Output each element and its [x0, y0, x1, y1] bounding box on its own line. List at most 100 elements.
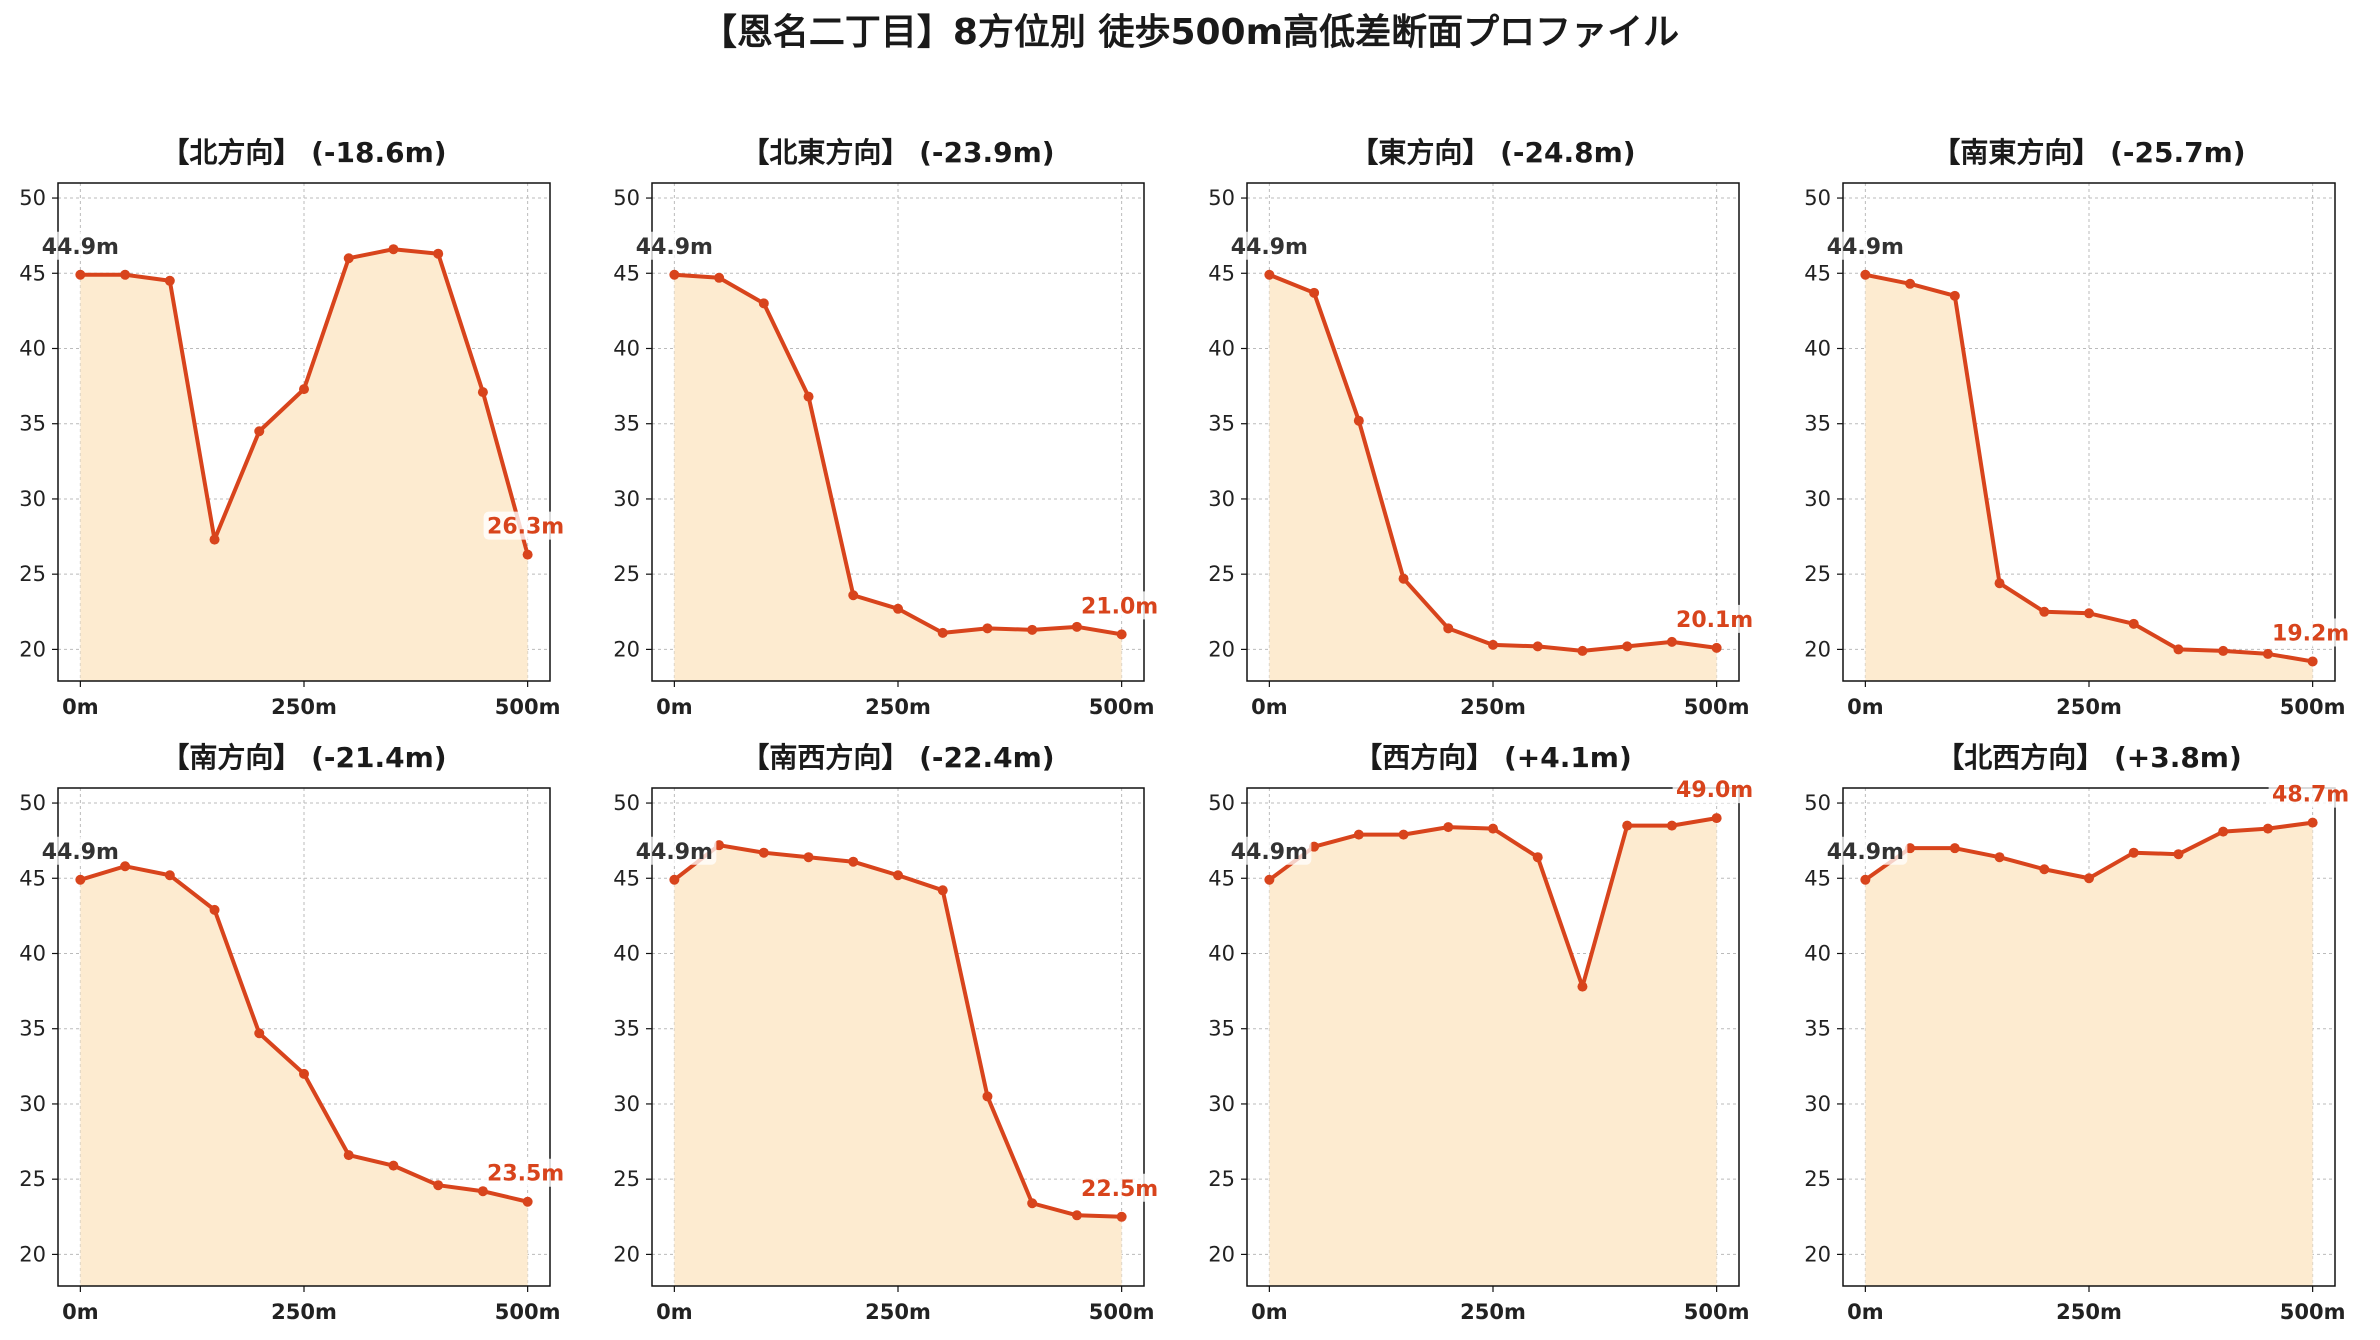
- y-tick-label: 50: [613, 186, 640, 210]
- x-tick-label: 250m: [1460, 1300, 1526, 1324]
- data-point: [1666, 636, 1677, 647]
- start-label-box: [38, 231, 123, 260]
- y-tick-label: 25: [613, 1167, 640, 1191]
- data-point: [477, 1186, 488, 1197]
- chart-panel: 【北西方向】 (+3.8m) 20 25 30 35 40 45 50 0m 250m 500m 44…: [1804, 741, 2353, 1324]
- data-point: [848, 590, 859, 601]
- chart-panel: 【東方向】 (-24.8m) 20 25 30 35 40 45 50 0m 250m 500m 44…: [1208, 136, 1757, 719]
- end-label-box: [1077, 591, 1162, 620]
- y-tick-label: 30: [1208, 487, 1235, 511]
- data-point: [209, 904, 220, 915]
- panel-title: 【南西方向】 (-22.4m): [741, 741, 1055, 774]
- start-label-box: [1823, 231, 1908, 260]
- y-tick-label: 50: [1804, 186, 1831, 210]
- x-tick-label: 0m: [1251, 1300, 1288, 1324]
- y-tick-label: 50: [19, 186, 46, 210]
- data-point: [120, 269, 131, 280]
- panel-title: 【北西方向】 (+3.8m): [1936, 741, 2242, 774]
- panel-title: 【北東方向】 (-23.9m): [741, 136, 1055, 169]
- data-point: [893, 870, 903, 881]
- data-point: [1532, 641, 1543, 652]
- data-point: [343, 253, 354, 264]
- x-tick-label: 500m: [495, 695, 561, 719]
- x-tick-label: 0m: [656, 1300, 693, 1324]
- panel-title: 【北方向】 (-18.6m): [161, 136, 447, 169]
- data-point: [120, 861, 131, 872]
- data-point: [1488, 639, 1498, 650]
- data-point: [669, 874, 680, 885]
- data-point: [2173, 644, 2184, 655]
- profile-fill: [1269, 818, 1717, 1286]
- data-point: [75, 874, 86, 885]
- y-tick-label: 20: [19, 637, 46, 661]
- x-tick-label: 250m: [865, 695, 931, 719]
- data-point: [1949, 843, 1960, 854]
- x-tick-label: 500m: [1684, 695, 1750, 719]
- y-tick-label: 35: [1804, 1017, 1831, 1041]
- figure-title: 【恩名二丁目】8方位別 徒歩500m高低差断面プロファイル: [700, 12, 1680, 53]
- start-elevation-label: 44.9m: [1231, 235, 1308, 260]
- data-point: [714, 840, 725, 851]
- data-point: [2039, 606, 2050, 617]
- start-elevation-label: 44.9m: [42, 840, 119, 865]
- data-point: [937, 627, 948, 638]
- y-tick-label: 20: [1804, 1242, 1831, 1266]
- data-point: [803, 391, 814, 402]
- x-tick-label: 0m: [656, 695, 693, 719]
- chart-panel: 【南方向】 (-21.4m) 20 25 30 35 40 45 50 0m 250m 500m 44…: [19, 741, 568, 1324]
- y-tick-label: 40: [19, 336, 46, 360]
- data-point: [1443, 623, 1454, 634]
- data-point: [343, 1150, 354, 1161]
- y-tick-label: 45: [613, 261, 640, 285]
- x-tick-label: 500m: [2280, 1300, 2346, 1324]
- y-tick-label: 35: [613, 1017, 640, 1041]
- start-label-box: [1227, 231, 1312, 260]
- y-tick-label: 25: [1208, 562, 1235, 586]
- data-point: [1711, 642, 1722, 653]
- x-tick-label: 0m: [1251, 695, 1288, 719]
- x-tick-label: 250m: [271, 1300, 337, 1324]
- y-tick-label: 20: [1208, 1242, 1235, 1266]
- profile-fill: [1865, 822, 2313, 1286]
- end-elevation-label: 21.0m: [1081, 594, 1158, 619]
- data-point: [2084, 608, 2094, 619]
- data-point: [299, 384, 309, 395]
- data-point: [758, 298, 769, 309]
- data-point: [1711, 813, 1722, 824]
- data-point: [1116, 1211, 1127, 1222]
- data-point: [803, 852, 814, 863]
- y-tick-label: 30: [19, 1092, 46, 1116]
- y-tick-label: 35: [613, 412, 640, 436]
- y-tick-label: 20: [1208, 637, 1235, 661]
- start-label-box: [38, 836, 123, 865]
- chart-panel: 【西方向】 (+4.1m) 20 25 30 35 40 45 50 0m 250m 500m 44.…: [1208, 741, 1757, 1324]
- end-elevation-label: 49.0m: [1676, 778, 1753, 803]
- y-tick-label: 25: [1804, 562, 1831, 586]
- chart-panel: 【北方向】 (-18.6m) 20 25 30 35 40 45 50 0m 250m 500m 44…: [19, 136, 568, 719]
- data-point: [388, 1160, 399, 1171]
- data-point: [1398, 829, 1409, 840]
- y-tick-label: 50: [613, 791, 640, 815]
- data-point: [2084, 873, 2094, 884]
- y-tick-label: 40: [1804, 941, 1831, 965]
- end-label-box: [1672, 604, 1757, 633]
- y-tick-label: 30: [1804, 1092, 1831, 1116]
- start-elevation-label: 44.9m: [636, 840, 713, 865]
- data-point: [209, 534, 220, 545]
- y-tick-label: 20: [613, 637, 640, 661]
- y-tick-label: 45: [613, 866, 640, 890]
- profile-fill: [674, 274, 1122, 681]
- x-tick-label: 500m: [2280, 695, 2346, 719]
- data-point: [937, 885, 948, 896]
- x-tick-label: 250m: [2056, 695, 2122, 719]
- y-tick-label: 30: [1208, 1092, 1235, 1116]
- x-tick-label: 500m: [495, 1300, 561, 1324]
- start-elevation-label: 44.9m: [1827, 235, 1904, 260]
- start-elevation-label: 44.9m: [636, 235, 713, 260]
- start-elevation-label: 44.9m: [1231, 840, 1308, 865]
